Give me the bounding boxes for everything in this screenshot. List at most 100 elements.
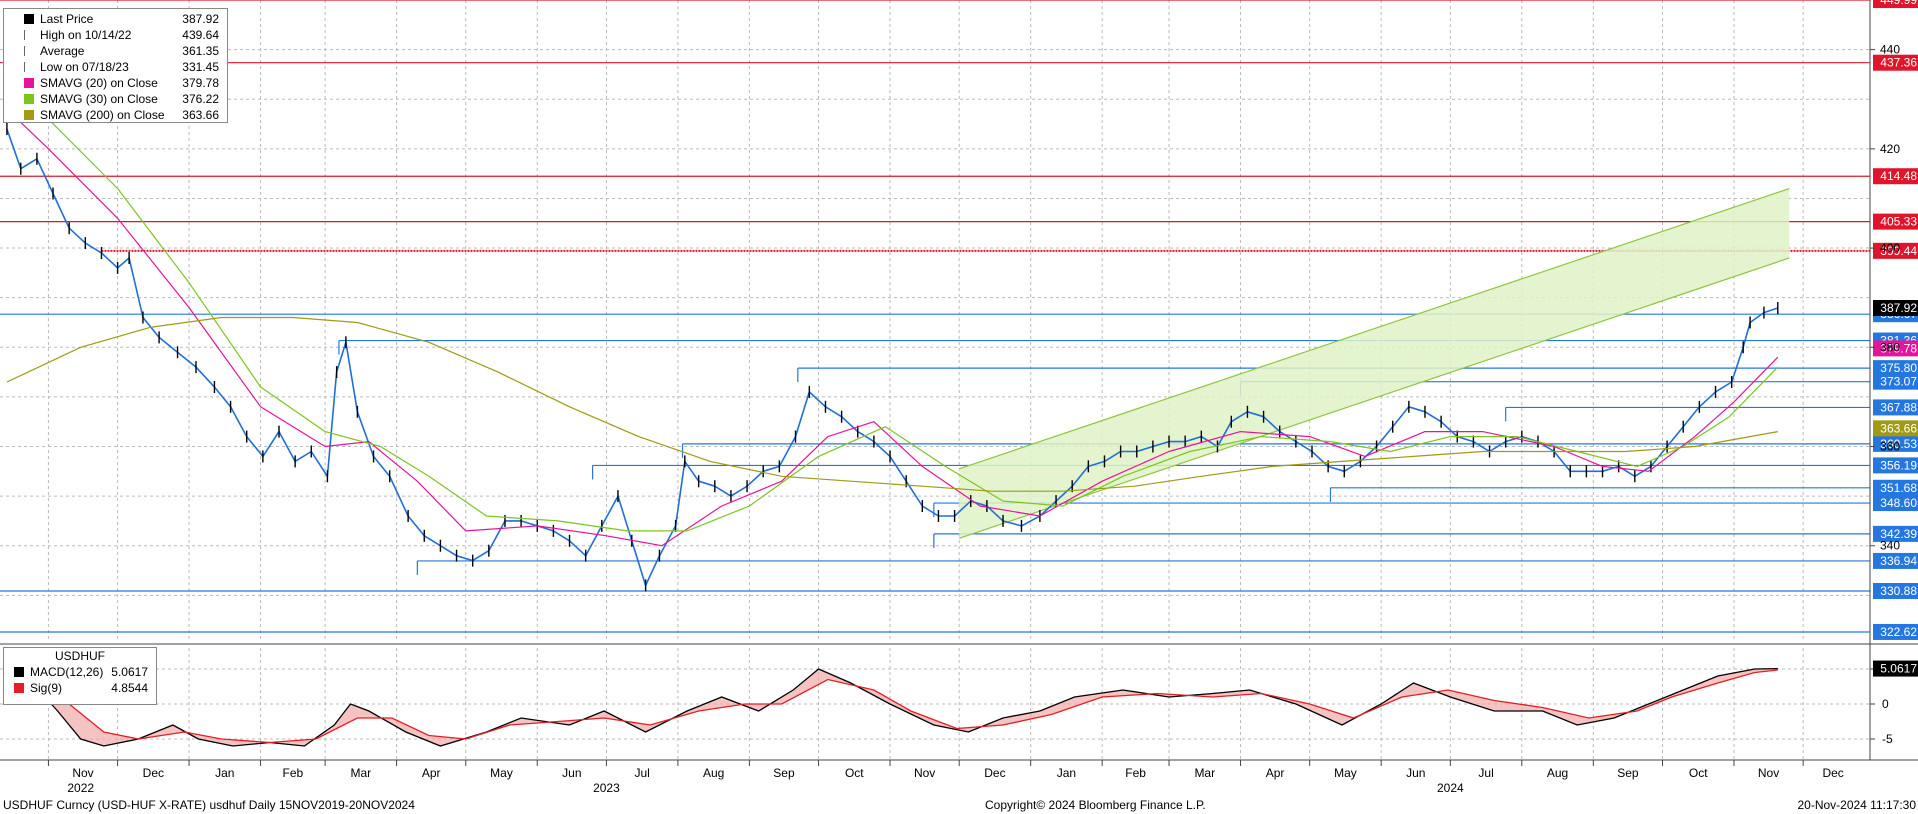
legend-swatch	[14, 667, 24, 677]
support-badge: 336.94	[1880, 554, 1917, 568]
channel-fill	[959, 188, 1790, 539]
x-tick-label: Oct	[845, 766, 864, 780]
legend-swatch	[24, 110, 34, 120]
support-badge: 375.80	[1880, 361, 1917, 375]
support-badge-bg	[1873, 479, 1918, 496]
right-price-axis: 340 360 380 400 420 440	[0, 0, 1918, 760]
resistance-badge: 414.48	[1880, 169, 1917, 183]
support-badge: 342.39	[1880, 527, 1917, 541]
y-tick-label: 420	[1880, 142, 1900, 156]
x-tick-label: Nov	[72, 766, 93, 780]
macd-series	[6, 654, 1778, 747]
y-tick-label: 360	[1880, 440, 1900, 454]
legend-swatch	[24, 62, 25, 72]
legend-value: 376.22	[182, 92, 219, 106]
legend-swatch	[24, 30, 25, 40]
support-badge: 322.62	[1880, 625, 1917, 639]
legend-value: 361.35	[182, 44, 219, 58]
x-tick-label: Aug	[1547, 766, 1568, 780]
legend-value: 379.78	[182, 76, 219, 90]
support-badge: 356.19	[1880, 458, 1917, 472]
legend-row: SMAVG (30) on Close 376.22	[4, 91, 227, 107]
y-tick-label: 340	[1880, 539, 1900, 553]
x-tick-label: Feb	[1125, 766, 1146, 780]
footer-center: Copyright© 2024 Bloomberg Finance L.P.	[985, 798, 1206, 812]
macd-value-badge: 5.0617	[1880, 662, 1917, 676]
legend-value: 4.8544	[111, 681, 148, 695]
legend-value: 331.45	[182, 60, 219, 74]
legend-row: SMAVG (20) on Close 379.78	[4, 75, 227, 91]
x-tick-label: Mar	[351, 766, 372, 780]
x-tick-label: Jan	[1057, 766, 1076, 780]
year-label: 2023	[593, 781, 620, 795]
channel-upper-line	[959, 187, 1790, 470]
legend-swatch	[24, 94, 34, 104]
resistance-badge-bg	[1873, 242, 1918, 259]
support-badge: 330.88	[1880, 584, 1917, 598]
support-badge-bg	[1873, 457, 1918, 474]
legend-label: Sig(9)	[30, 681, 63, 695]
x-tick-label: Jul	[1478, 766, 1493, 780]
legend-swatch	[24, 46, 25, 56]
series-sma200	[6, 316, 1778, 492]
y-tick-label: 0	[1882, 697, 1889, 711]
y-tick-label: 440	[1880, 43, 1900, 57]
legend-row: MACD(12,26) 5.0617	[4, 664, 156, 680]
channel-lower-line	[959, 257, 1790, 539]
x-tick-label: Oct	[1689, 766, 1708, 780]
support-badge-bg	[1873, 582, 1918, 599]
resistance-badge: 405.33	[1880, 215, 1917, 229]
resistance-badge-bg	[1873, 54, 1918, 71]
resistance-badge: 399.44	[1880, 244, 1917, 258]
support-badge: 348.60	[1880, 496, 1917, 510]
legend-value: 363.66	[182, 108, 219, 122]
resistance-badge-bg	[1873, 168, 1918, 185]
year-label: 2024	[1437, 781, 1464, 795]
support-badge-bg	[1873, 399, 1918, 416]
price-series	[6, 88, 1779, 592]
legend-row: Last Price 387.92	[4, 11, 227, 27]
footer-left: USDHUF Curncy (USD-HUF X-RATE) usdhuf Da…	[3, 798, 415, 812]
legend-label: Low on 07/18/23	[40, 60, 129, 74]
series-macd	[6, 654, 1778, 747]
x-tick-label: Jul	[634, 766, 649, 780]
legend-row: High on 10/14/22 439.64	[4, 27, 227, 43]
resistance-badge: 449.99	[1880, 0, 1917, 7]
legend-label: MACD(12,26)	[30, 665, 104, 679]
x-tick-label: May	[1334, 766, 1357, 780]
legend-label: SMAVG (200) on Close	[40, 108, 165, 122]
x-tick-label: Jun	[562, 766, 581, 780]
legend-value: 387.92	[182, 12, 219, 26]
x-tick-label: Dec	[1822, 766, 1843, 780]
support-badge: 373.07	[1880, 375, 1917, 389]
value-badge-bg	[1873, 340, 1918, 357]
series-sma20	[6, 108, 1779, 547]
x-tick-label: Aug	[703, 766, 724, 780]
support-badge: 351.68	[1880, 481, 1917, 495]
support-badge-bg	[1873, 360, 1918, 377]
x-tick-label: Feb	[282, 766, 303, 780]
legend-row: Low on 07/18/23 331.45	[4, 59, 227, 75]
legend-label: Average	[40, 44, 85, 58]
support-badge-bg	[1873, 525, 1918, 542]
right-axis-badges: 449.99437.36414.48405.33399.44386.67381.…	[1873, 0, 1918, 640]
resistance-badge: 437.36	[1880, 56, 1917, 70]
x-tick-label: Nov	[914, 766, 935, 780]
value-badge: 387.92	[1880, 301, 1917, 315]
support-badge: 367.88	[1880, 400, 1917, 414]
support-badge: 360.53	[1880, 437, 1917, 451]
date-axis: Nov Dec Jan Feb Mar Apr May Jun Jul Aug Sep Oct Nov D…	[47, 760, 1844, 795]
resistance-badge-bg	[1873, 213, 1918, 230]
legend-label: SMAVG (30) on Close	[40, 92, 158, 106]
x-tick-label: May	[490, 766, 513, 780]
y-tick-label: 380	[1880, 340, 1900, 354]
series-sma30	[6, 88, 1779, 532]
value-badge-bg	[1873, 299, 1918, 316]
value-badge: 363.66	[1880, 421, 1917, 435]
legend-swatch	[14, 683, 24, 693]
y-tick-label: -5	[1882, 732, 1893, 746]
price-legend: Last Price 387.92 High on 10/14/22 439.64 Av…	[3, 8, 228, 123]
x-tick-label: Jan	[215, 766, 234, 780]
legend-label: SMAVG (20) on Close	[40, 76, 158, 90]
x-tick-label: Jun	[1406, 766, 1425, 780]
